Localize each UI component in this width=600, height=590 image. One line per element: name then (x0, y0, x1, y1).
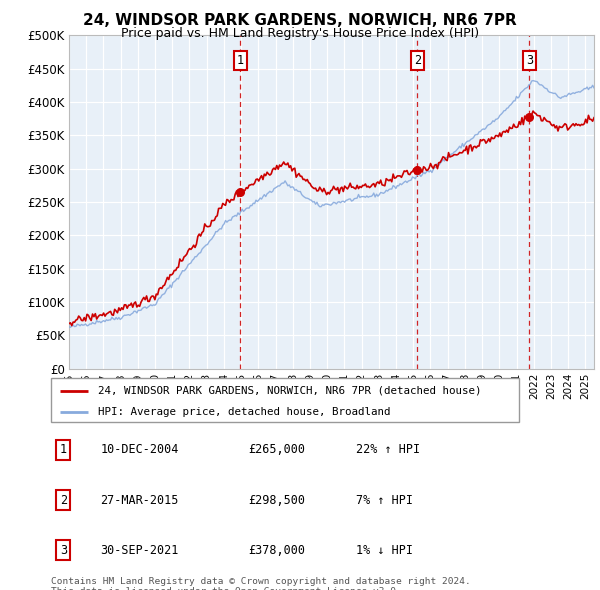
FancyBboxPatch shape (51, 378, 519, 422)
Text: 1: 1 (236, 54, 244, 67)
Text: 30-SEP-2021: 30-SEP-2021 (100, 543, 179, 557)
Text: 24, WINDSOR PARK GARDENS, NORWICH, NR6 7PR: 24, WINDSOR PARK GARDENS, NORWICH, NR6 7… (83, 13, 517, 28)
Text: Contains HM Land Registry data © Crown copyright and database right 2024.
This d: Contains HM Land Registry data © Crown c… (51, 577, 471, 590)
Text: 2: 2 (60, 493, 67, 507)
Text: 2: 2 (414, 54, 421, 67)
Text: 1% ↓ HPI: 1% ↓ HPI (356, 543, 413, 557)
Text: 22% ↑ HPI: 22% ↑ HPI (356, 443, 420, 457)
Text: 3: 3 (60, 543, 67, 557)
Text: 24, WINDSOR PARK GARDENS, NORWICH, NR6 7PR (detached house): 24, WINDSOR PARK GARDENS, NORWICH, NR6 7… (98, 386, 481, 396)
Text: 7% ↑ HPI: 7% ↑ HPI (356, 493, 413, 507)
Text: 3: 3 (526, 54, 533, 67)
Text: HPI: Average price, detached house, Broadland: HPI: Average price, detached house, Broa… (98, 407, 391, 417)
Text: Price paid vs. HM Land Registry's House Price Index (HPI): Price paid vs. HM Land Registry's House … (121, 27, 479, 40)
Text: £298,500: £298,500 (248, 493, 305, 507)
Text: 1: 1 (60, 443, 67, 457)
Text: £378,000: £378,000 (248, 543, 305, 557)
Text: 27-MAR-2015: 27-MAR-2015 (100, 493, 179, 507)
Text: 10-DEC-2004: 10-DEC-2004 (100, 443, 179, 457)
Text: £265,000: £265,000 (248, 443, 305, 457)
